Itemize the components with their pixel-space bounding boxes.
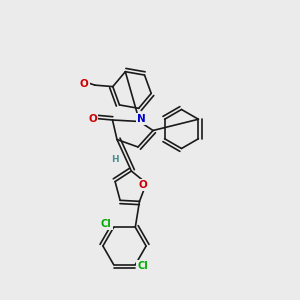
Text: O: O (80, 79, 89, 89)
Text: O: O (139, 180, 147, 190)
Text: O: O (88, 113, 97, 124)
Text: Cl: Cl (137, 261, 148, 271)
Text: H: H (111, 155, 119, 164)
Text: Cl: Cl (101, 219, 112, 229)
Text: N: N (136, 114, 146, 124)
